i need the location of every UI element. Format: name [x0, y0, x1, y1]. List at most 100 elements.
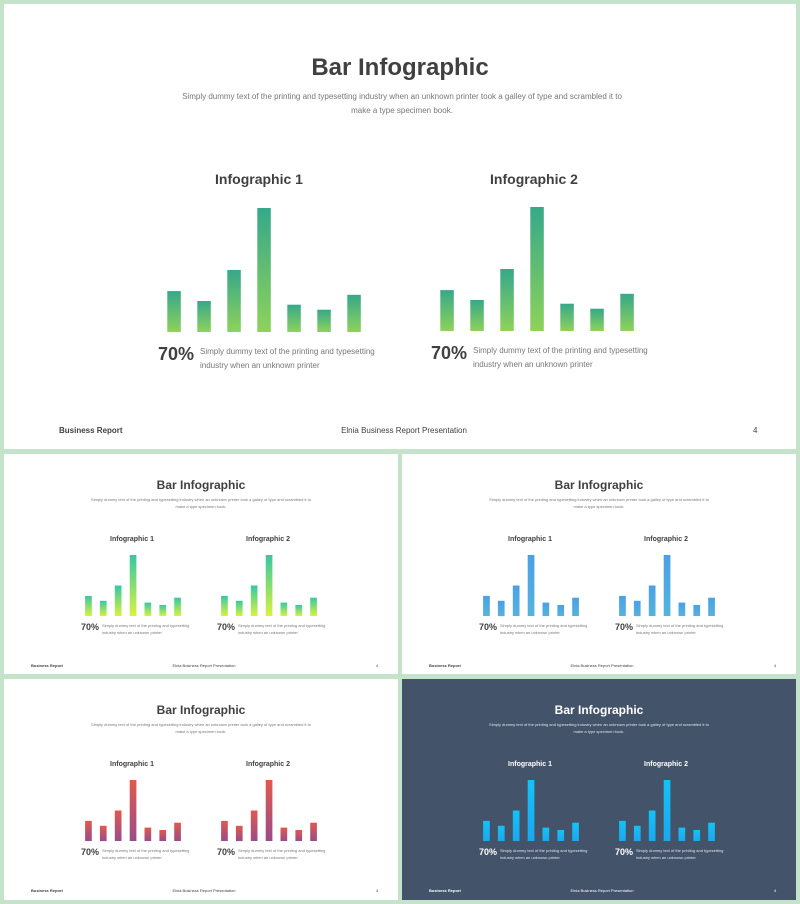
bar-2	[99, 825, 107, 842]
footer-brand: Business Report	[31, 663, 63, 668]
footer-presentation-name: Elnia Business Report Presentation	[172, 663, 236, 668]
bar-3	[512, 810, 520, 841]
slide-main[interactable]: Bar Infographic Simply dummy text of the…	[4, 4, 796, 449]
chart-title-2: Infographic 2	[246, 761, 290, 768]
chart-caption-1: Simply dummy text of the printing and ty…	[102, 623, 190, 635]
bar-3	[512, 585, 520, 616]
chart-title-1: Infographic 1	[508, 536, 552, 543]
bar-6	[159, 605, 167, 616]
percent-label-1: 70%	[81, 847, 100, 857]
bar-7	[708, 597, 715, 616]
page-number: 4	[774, 663, 777, 668]
bar-6	[317, 309, 331, 332]
bar-1	[483, 820, 490, 841]
bar-5	[144, 827, 152, 841]
bar-2	[633, 600, 641, 617]
bar-5	[678, 827, 686, 841]
bar-7	[572, 597, 579, 616]
percent-label-1: 70%	[479, 622, 498, 632]
bar-chart-2	[440, 207, 634, 331]
bar-2	[235, 600, 243, 617]
slide-subtitle: Simply dummy text of the printing and ty…	[91, 497, 311, 509]
bar-3	[227, 270, 241, 332]
percent-label-2: 70%	[615, 847, 634, 857]
bar-4	[527, 555, 535, 616]
bar-7	[174, 597, 181, 616]
bar-chart-2	[221, 780, 317, 842]
bar-chart-1	[85, 780, 181, 842]
bar-7	[620, 293, 634, 331]
chart-caption-2: Simply dummy text of the printing and ty…	[238, 848, 326, 860]
chart-caption-2: Simply dummy text of the printing and ty…	[238, 623, 326, 635]
bar-7	[174, 822, 181, 841]
chart-caption-1: Simply dummy text of the printing and ty…	[200, 347, 375, 370]
chart-title-1: Infographic 1	[508, 761, 552, 768]
chart-title-2: Infographic 2	[644, 761, 688, 768]
bar-3	[250, 810, 258, 841]
bar-chart-2	[221, 555, 317, 617]
slide-title: Bar Infographic	[156, 478, 246, 492]
footer-brand: Business Report	[429, 663, 461, 668]
bar-5	[287, 304, 301, 332]
bar-chart-2	[619, 780, 715, 842]
bar-3	[500, 269, 514, 331]
footer-brand: Business Report	[31, 888, 63, 893]
bar-6	[557, 830, 565, 841]
chart-caption-2: Simply dummy text of the printing and ty…	[636, 623, 724, 635]
bar-4	[257, 208, 271, 332]
slide-title: Bar Infographic	[554, 703, 644, 717]
bar-1	[85, 595, 92, 616]
bar-5	[280, 827, 288, 841]
percent-label-1: 70%	[479, 847, 498, 857]
slide-title: Bar Infographic	[311, 54, 489, 81]
bar-2	[235, 825, 243, 842]
bar-chart-1	[483, 780, 579, 842]
page-number: 4	[376, 663, 379, 668]
bar-5	[144, 602, 152, 616]
bar-chart-1	[167, 208, 361, 332]
bar-4	[663, 555, 671, 616]
slide-blue[interactable]: Bar Infographic Simply dummy text of the…	[402, 454, 796, 674]
slide-dark[interactable]: Bar Infographic Simply dummy text of the…	[402, 679, 796, 900]
bar-2	[497, 825, 505, 842]
percent-label-2: 70%	[217, 622, 236, 632]
bar-1	[221, 820, 228, 841]
footer-brand: Business Report	[429, 888, 461, 893]
percent-label-1: 70%	[158, 344, 195, 364]
bar-6	[295, 830, 303, 841]
bar-6	[295, 605, 303, 616]
bar-7	[310, 597, 317, 616]
slide-red[interactable]: Bar Infographic Simply dummy text of the…	[4, 679, 398, 900]
bar-6	[693, 830, 701, 841]
bar-4	[129, 780, 137, 841]
bar-5	[542, 602, 550, 616]
bar-4	[129, 555, 137, 616]
chart-caption-1: Simply dummy text of the printing and ty…	[500, 623, 588, 635]
bar-5	[542, 827, 550, 841]
bar-1	[483, 595, 490, 616]
slide-yellow-green[interactable]: Bar Infographic Simply dummy text of the…	[4, 454, 398, 674]
chart-title-2: Infographic 2	[246, 536, 290, 543]
bar-3	[648, 585, 656, 616]
chart-title-1: Infographic 1	[215, 171, 303, 187]
bar-5	[560, 303, 574, 331]
footer-presentation-name: Elnia Business Report Presentation	[341, 426, 467, 435]
bar-4	[663, 780, 671, 841]
bar-3	[648, 810, 656, 841]
bar-1	[221, 595, 228, 616]
slide-title: Bar Infographic	[554, 478, 644, 492]
bar-5	[280, 602, 288, 616]
percent-label-1: 70%	[81, 622, 100, 632]
chart-caption-1: Simply dummy text of the printing and ty…	[102, 848, 190, 860]
chart-title-2: Infographic 2	[644, 536, 688, 543]
bar-1	[85, 820, 92, 841]
bar-7	[347, 294, 361, 332]
bar-1	[440, 290, 454, 331]
page-number: 4	[753, 426, 758, 435]
bar-4	[527, 780, 535, 841]
footer-presentation-name: Elnia Business Report Presentation	[570, 663, 634, 668]
bar-2	[633, 825, 641, 842]
bar-2	[197, 301, 211, 332]
bar-7	[708, 822, 715, 841]
chart-caption-1: Simply dummy text of the printing and ty…	[500, 848, 588, 860]
